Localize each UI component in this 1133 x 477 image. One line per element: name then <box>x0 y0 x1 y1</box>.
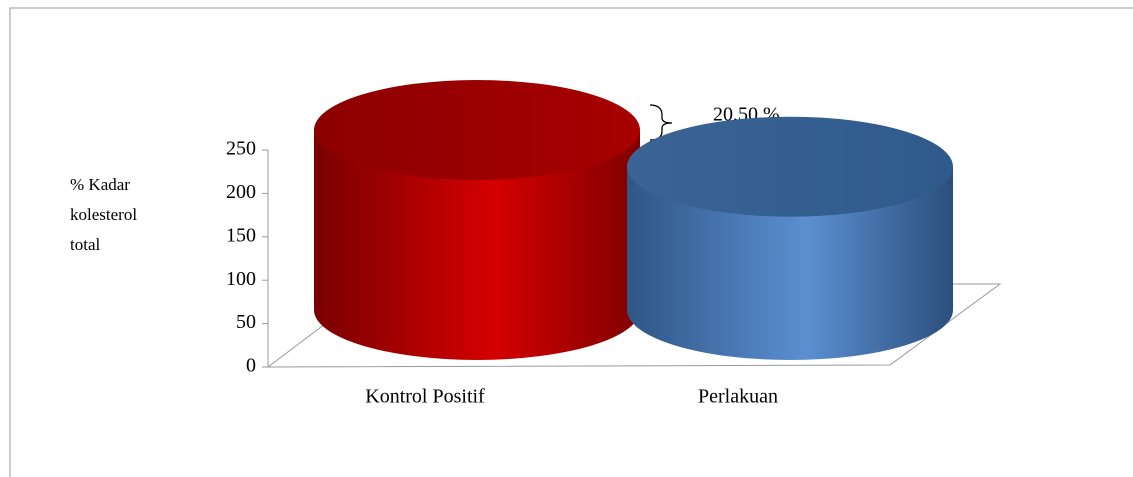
brace <box>649 104 673 141</box>
y-tick-label: 0 <box>246 355 256 377</box>
bar-top <box>627 116 953 217</box>
y-label: % Kadar <box>70 175 130 194</box>
y-tick-label: 250 <box>226 138 256 160</box>
bar <box>627 166 953 360</box>
y-tick-label: 50 <box>236 311 256 333</box>
y-label: kolesterol <box>70 205 137 224</box>
y-tick-label: 150 <box>226 224 256 246</box>
y-label: total <box>70 235 100 254</box>
y-tick-label: 200 <box>226 181 256 203</box>
bar-top <box>314 80 640 180</box>
x-tick-label: Perlakuan <box>698 386 778 408</box>
bar <box>314 130 640 360</box>
x-tick-label: Kontrol Positif <box>365 386 485 408</box>
frame <box>9 7 1133 477</box>
y-tick-label: 100 <box>226 268 256 290</box>
